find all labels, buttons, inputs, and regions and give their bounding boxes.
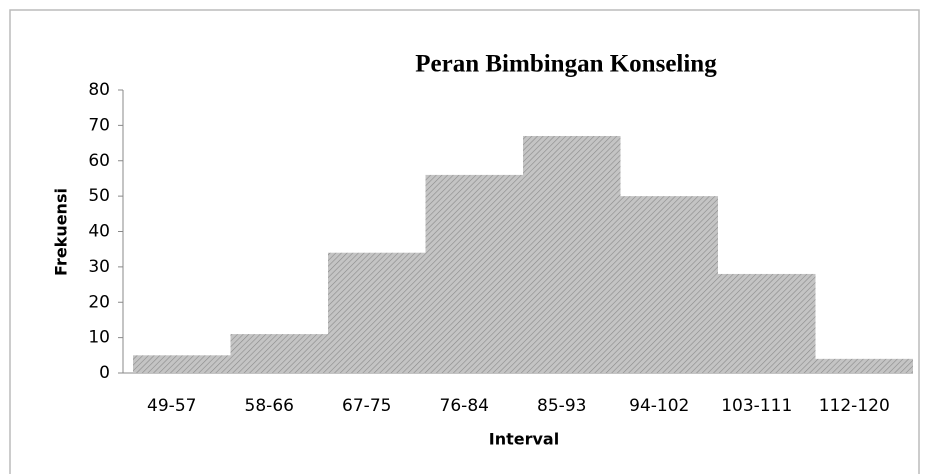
x-tick-label: 58-66 [245, 396, 294, 416]
bar [425, 174, 523, 373]
y-tick-label: 10 [88, 328, 110, 348]
chart-title: Peran Bimbingan Konseling [415, 51, 717, 78]
y-tick-label: 70 [88, 115, 110, 135]
x-tick-label: 94-102 [629, 396, 689, 416]
x-tick-label: 67-75 [342, 396, 391, 416]
x-tick-label: 85-93 [537, 396, 586, 416]
bar [815, 358, 913, 373]
y-tick-label: 0 [99, 363, 110, 383]
y-tick-label: 40 [88, 222, 110, 242]
bar [523, 135, 621, 373]
bar [133, 355, 231, 373]
x-axis-title: Interval [489, 430, 559, 449]
y-tick-label: 20 [88, 292, 110, 312]
y-tick-label: 30 [88, 257, 110, 277]
y-tick-label: 60 [88, 151, 110, 171]
y-axis-title: Frekuensi [52, 188, 71, 276]
bar [230, 334, 328, 373]
x-tick-label: 49-57 [147, 396, 196, 416]
bar [620, 196, 718, 373]
x-tick-label: 76-84 [440, 396, 489, 416]
x-tick-label: 112-120 [819, 396, 890, 416]
x-tick-label: 103-111 [721, 396, 792, 416]
y-tick-label: 80 [88, 80, 110, 100]
y-tick-label: 50 [88, 186, 110, 206]
bar [718, 273, 816, 373]
bar [328, 252, 426, 373]
